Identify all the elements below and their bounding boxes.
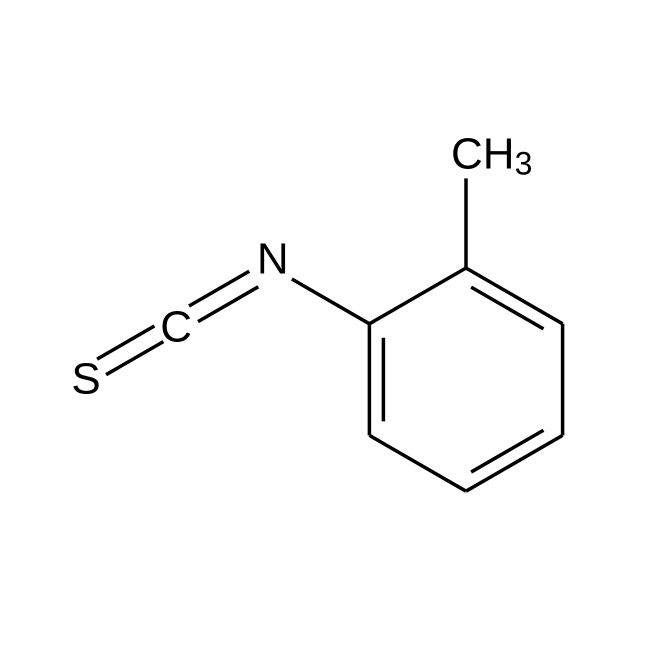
bond-line (466, 435, 563, 491)
bond-line (369, 268, 466, 324)
bond-line (466, 268, 563, 324)
bond-line (189, 271, 249, 306)
bond-line (106, 342, 163, 375)
atom-label-CH3: CH3 (451, 129, 532, 182)
bond-line (198, 287, 258, 322)
atom-label-C: C (160, 302, 192, 351)
molecule-diagram: CH3 N C S (0, 0, 650, 650)
labels-layer: CH3 N C S (71, 129, 532, 404)
bond-line (292, 279, 370, 324)
bond-line (369, 435, 466, 491)
atom-label-S: S (71, 355, 100, 404)
atom-label-N: N (257, 235, 289, 284)
bond-line (97, 326, 154, 359)
